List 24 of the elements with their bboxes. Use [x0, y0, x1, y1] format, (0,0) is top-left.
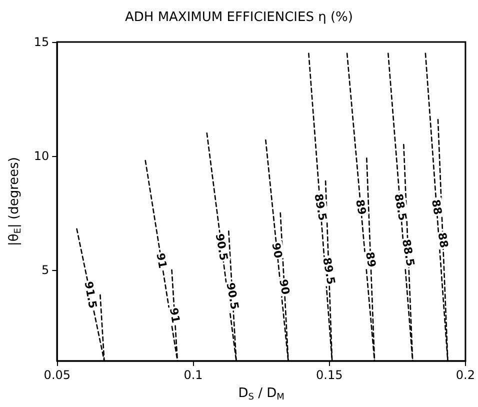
text: 91.5 — [82, 280, 100, 310]
y-tick-label: 10 — [34, 148, 50, 163]
x-tick-label: 0.1 — [184, 368, 203, 382]
text: 89.5 — [320, 256, 338, 286]
y-axis-title: |θE| (degrees) — [7, 156, 24, 246]
text: 89 — [362, 250, 378, 268]
text: 88 — [435, 232, 451, 249]
x-tick-label: 0.05 — [44, 368, 71, 382]
y-tick-label: 15 — [34, 35, 50, 49]
text: 89 — [353, 198, 369, 216]
x-tick-label: 0.15 — [316, 368, 343, 382]
text: 88.5 — [392, 192, 410, 222]
text: 91 — [154, 252, 170, 270]
y-tick-label: 5 — [42, 262, 50, 277]
text: 88 — [428, 198, 444, 216]
text: 90 — [276, 278, 292, 296]
text: 90.5 — [212, 232, 230, 262]
text: 91 — [166, 306, 182, 324]
text: 90.5 — [224, 282, 242, 311]
chart-title: ADH MAXIMUM EFFICIENCIES η (%) — [125, 10, 353, 25]
text: 88.5 — [399, 238, 417, 268]
text: 89.5 — [312, 192, 330, 222]
x-tick-label: 0.2 — [456, 368, 476, 382]
text: 90 — [269, 242, 285, 260]
